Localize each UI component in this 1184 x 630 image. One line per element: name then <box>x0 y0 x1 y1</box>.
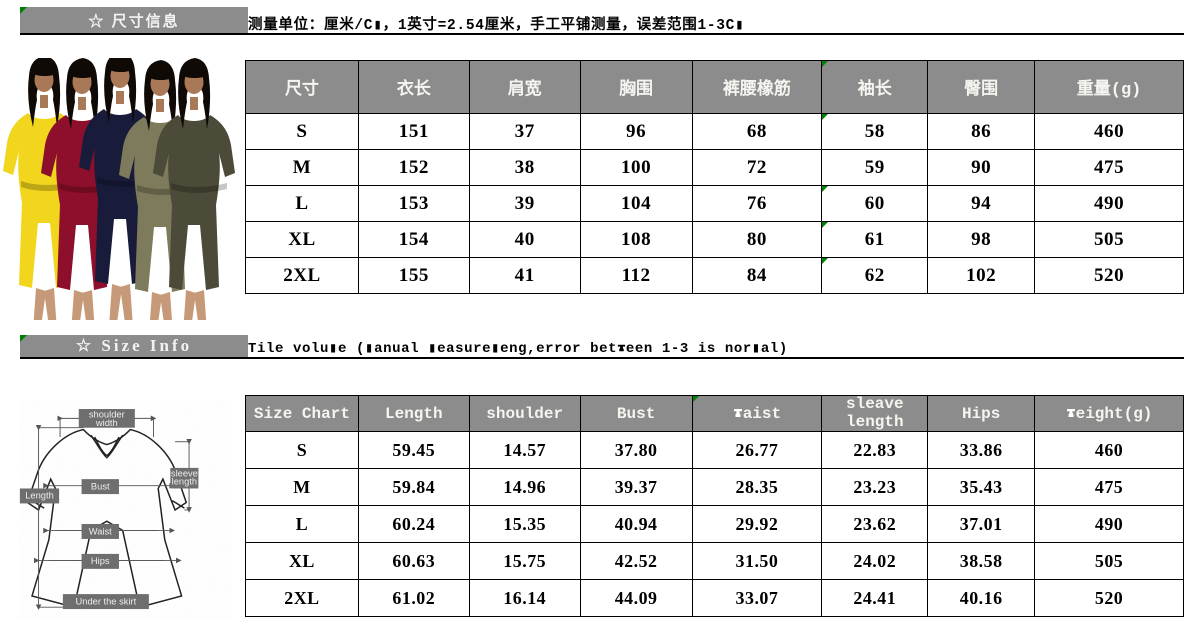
svg-text:Waist: Waist <box>89 526 112 536</box>
svg-text:Length: Length <box>25 491 54 501</box>
svg-text:width: width <box>95 418 118 428</box>
svg-text:Hips: Hips <box>91 556 110 566</box>
svg-text:length: length <box>172 477 197 487</box>
svg-text:Under the skirt: Under the skirt <box>76 596 137 606</box>
svg-text:Bust: Bust <box>91 481 110 491</box>
